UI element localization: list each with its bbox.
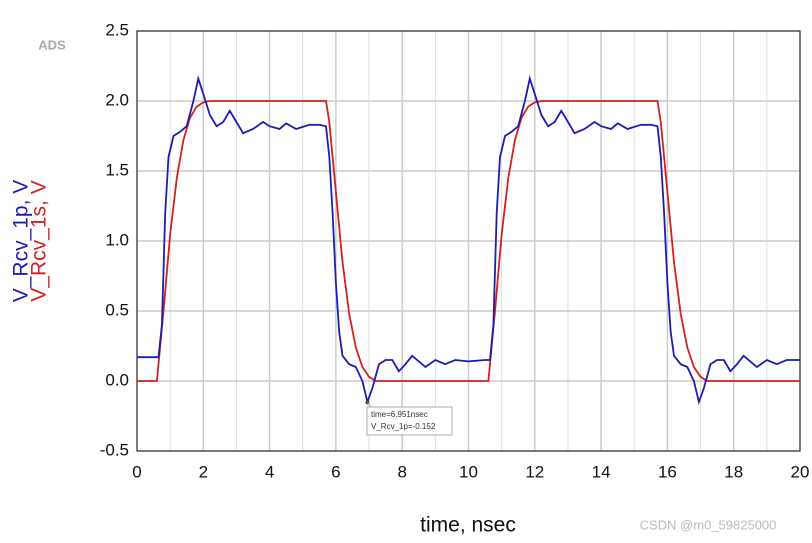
x-tick-label: 18 <box>724 462 743 481</box>
x-tick-label: 20 <box>791 462 810 481</box>
y-tick-label: 1.5 <box>105 160 129 179</box>
y-tick-label: -0.5 <box>100 440 129 459</box>
x-tick-label: 12 <box>525 462 544 481</box>
x-tick-label: 8 <box>397 462 406 481</box>
y-tick-label: 2.0 <box>105 90 129 109</box>
series-line <box>137 100 800 382</box>
y-tick-label: 2.5 <box>105 20 129 39</box>
x-tick-label: 6 <box>331 462 340 481</box>
y-axis-label: V_Rcv_1p, V <box>10 180 33 303</box>
y-tick-label: 0.0 <box>105 370 129 389</box>
y-tick-label: 0.5 <box>105 300 129 319</box>
x-tick-label: 0 <box>132 462 141 481</box>
y-axis-label: V_Rcv_1s, V <box>28 180 51 301</box>
marker-box <box>366 406 453 436</box>
logo: ADS <box>38 37 66 52</box>
y-tick-label: 1.0 <box>105 230 129 249</box>
x-axis-label: time, nsec <box>420 514 516 537</box>
series-line <box>137 75 800 406</box>
x-tick-label: 2 <box>199 462 208 481</box>
marker-text: time=6.951nsec <box>371 410 428 419</box>
marker-text: V_Rcv_1p=-0.152 <box>371 422 436 431</box>
x-tick-label: 4 <box>265 462 274 481</box>
x-tick-label: 16 <box>658 462 677 481</box>
x-tick-label: 14 <box>592 462 611 481</box>
x-tick-label: 10 <box>459 462 478 481</box>
plot-frame <box>136 30 801 452</box>
watermark: CSDN @m0_59825000 <box>640 517 777 532</box>
